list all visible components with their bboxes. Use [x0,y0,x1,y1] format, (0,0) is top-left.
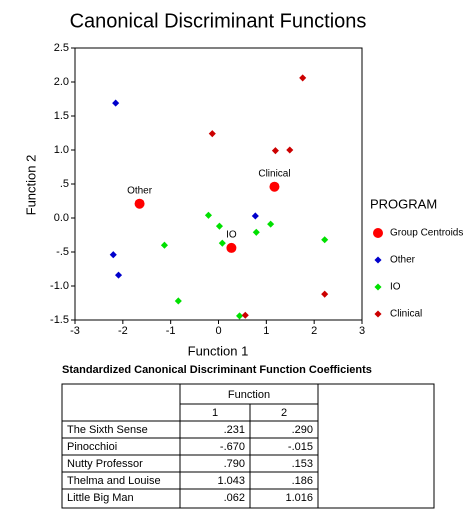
table-cell: .186 [292,475,313,487]
y-tick-label: 1.0 [54,144,69,156]
legend-label: Other [390,255,416,266]
table-column-header: 1 [212,407,218,419]
y-tick-label: -.5 [56,246,69,258]
y-tick-label: 0.0 [54,212,69,224]
point [286,146,294,154]
centroid-label: Clinical [258,168,290,179]
point [215,222,223,230]
point [241,311,249,319]
table-row-header: Nutty Professor [67,458,143,470]
centroid [226,242,237,253]
point [208,130,216,138]
point [252,228,260,236]
y-tick-label: .5 [60,178,69,190]
x-tick-label: -3 [70,325,80,337]
table-row-header: Little Big Man [67,492,134,504]
legend-marker [374,283,382,291]
point [321,236,329,244]
table-cell: .290 [292,424,313,436]
table-cell: 1.043 [217,475,245,487]
y-tick-label: -1.0 [50,280,69,292]
y-tick-label: 2.0 [54,76,69,88]
centroid [134,198,145,209]
x-tick-label: 2 [311,325,317,337]
x-tick-label: -1 [166,325,176,337]
point [114,271,123,279]
point [109,251,117,259]
table-border [61,383,435,509]
table-cell: .231 [224,424,245,436]
legend-marker [374,310,382,318]
chart-title: Canonical Discriminant Functions [70,10,367,32]
legend-label: IO [390,282,401,293]
x-tick-label: 3 [359,325,365,337]
table-title: Standardized Canonical Discriminant Func… [62,364,372,376]
point [236,312,244,320]
point [204,211,212,219]
y-tick-label: 2.5 [54,42,69,54]
x-tick-label: 0 [215,325,221,337]
centroid-label: Other [127,185,153,196]
legend-label: Clinical [390,309,422,320]
point [271,147,279,155]
x-tick-label: 1 [263,325,269,337]
table-column-header: 2 [281,407,287,419]
x-tick-label: -2 [118,325,128,337]
centroid [269,181,280,192]
table-row-header: The Sixth Sense [67,424,148,436]
centroid-label: IO [226,230,237,241]
point [218,239,226,247]
y-tick-label: 1.5 [54,110,69,122]
legend-marker [374,256,382,264]
table-cell: .790 [224,458,245,470]
table-cell: .062 [224,492,245,504]
legend-label: Group Centroids [390,228,463,239]
table-group-header: Function [228,389,270,401]
point [267,220,275,228]
legend-title: PROGRAM [370,196,437,211]
point [321,290,329,298]
point [112,99,120,107]
plot-frame [74,47,363,321]
y-axis-label: Function 2 [23,155,38,216]
point [251,212,259,220]
table: Function 1 2 [61,383,435,509]
table-cell: .153 [292,458,313,470]
table-cell: 1.016 [285,492,313,504]
point [299,74,307,82]
y-tick-label: -1.5 [50,314,69,326]
legend-marker [373,228,383,238]
point [160,241,168,249]
table-cell: -.015 [288,441,313,453]
table-row-header: Pinocchioi [67,441,117,453]
point [174,297,182,305]
x-axis-label: Function 1 [188,343,249,358]
table-row-header: Thelma and Louise [67,475,161,487]
table-cell: -.670 [220,441,245,453]
